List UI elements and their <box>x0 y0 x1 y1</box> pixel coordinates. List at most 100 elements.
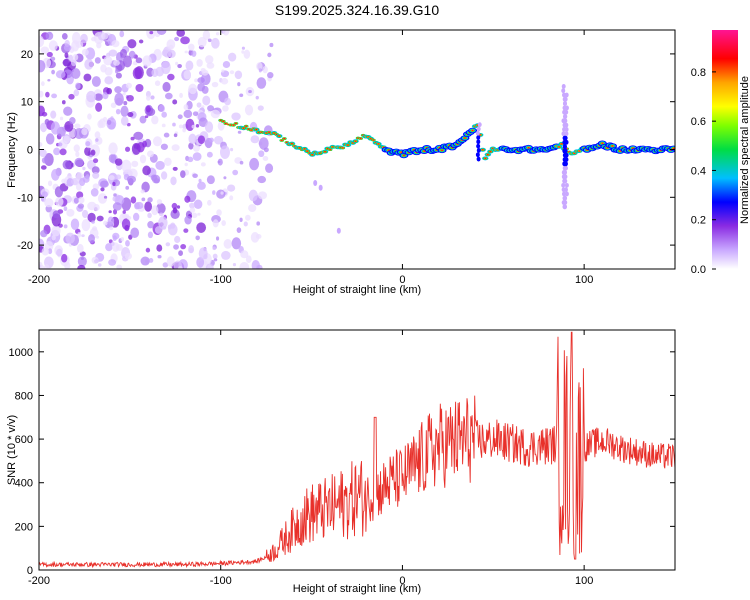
ridge-streak <box>563 204 568 210</box>
noise-blob <box>100 187 105 192</box>
noise-blob <box>183 109 193 119</box>
noise-blob <box>257 175 267 184</box>
ridge-streak <box>476 139 481 145</box>
noise-blob <box>184 50 188 54</box>
noise-blob <box>170 209 180 220</box>
noise-blob <box>156 203 166 214</box>
noise-blob <box>113 193 117 197</box>
noise-blob <box>68 54 74 62</box>
noise-blob <box>197 212 201 216</box>
noise-blob <box>55 196 64 207</box>
noise-blob <box>45 31 54 41</box>
noise-blob <box>262 155 269 161</box>
noise-blob <box>142 55 152 67</box>
noise-blob <box>206 175 215 185</box>
noise-blob <box>197 135 206 144</box>
noise-blob <box>114 158 123 166</box>
noise-blob <box>91 220 95 224</box>
noise-blob <box>147 221 154 229</box>
noise-blob <box>41 197 45 202</box>
noise-blob <box>193 199 203 210</box>
noise-blob <box>77 256 87 267</box>
colorbar-label: Normalized spectral amplitude <box>739 76 750 224</box>
noise-blob <box>239 93 244 98</box>
noise-blob <box>207 199 212 206</box>
noise-blob <box>160 143 168 150</box>
noise-blob <box>183 70 192 80</box>
noise-blob <box>219 145 230 160</box>
noise-blob <box>221 220 226 227</box>
noise-blob <box>161 123 166 128</box>
noise-blob <box>240 250 249 259</box>
ridge-streak <box>563 200 568 205</box>
noise-blob <box>151 205 159 216</box>
noise-blob <box>195 235 200 241</box>
noise-blob <box>192 144 200 152</box>
ridge-blob <box>224 122 227 125</box>
noise-blob <box>161 225 167 230</box>
ridge-streak <box>564 122 569 128</box>
ridge-blob <box>234 122 238 125</box>
noise-blob <box>140 189 145 194</box>
noise-blob <box>97 120 104 129</box>
noise-blob <box>71 68 81 79</box>
noise-blob <box>167 73 175 81</box>
colorbar: 0.0 0.2 0.4 0.6 0.8 Normalized spectral ampl… <box>691 30 750 276</box>
noise-blob <box>180 170 186 178</box>
noise-blob <box>97 193 108 204</box>
noise-blob <box>318 184 323 191</box>
noise-blob <box>144 115 149 119</box>
noise-blob <box>154 80 161 87</box>
noise-blob <box>267 71 274 79</box>
noise-blob <box>191 50 197 57</box>
spectrogram-y-tick-label: 10 <box>21 97 33 109</box>
ridge-blob <box>280 139 283 142</box>
noise-blob <box>71 31 81 45</box>
ridge-blob <box>471 129 474 132</box>
noise-blob <box>237 82 241 87</box>
noise-blob <box>313 179 318 186</box>
noise-blob <box>194 78 199 83</box>
noise-blob <box>47 79 51 82</box>
ridge-streak <box>476 156 481 162</box>
spectrogram-x-tick-label: 0 <box>399 274 405 286</box>
noise-blob <box>237 130 242 134</box>
noise-blob <box>206 151 213 158</box>
ridge-streak <box>476 143 481 149</box>
noise-blob <box>212 246 216 251</box>
ridge-streak <box>563 114 568 119</box>
noise-blob <box>110 102 117 109</box>
noise-blob <box>79 177 86 186</box>
noise-blob <box>81 127 88 136</box>
noise-blob <box>39 105 45 117</box>
noise-blob <box>164 157 172 166</box>
ridge-blob <box>303 148 306 150</box>
snr-x-tick-label: -200 <box>28 575 50 587</box>
noise-blob <box>255 95 259 100</box>
noise-blob <box>97 263 102 267</box>
noise-blob <box>201 105 205 109</box>
noise-blob <box>102 92 109 100</box>
noise-blob <box>81 234 85 238</box>
noise-blob <box>239 217 243 223</box>
ridge-blob <box>222 120 225 122</box>
noise-blob <box>95 102 103 112</box>
noise-blob <box>121 159 132 173</box>
noise-blob <box>158 212 164 217</box>
noise-blob <box>39 149 47 158</box>
noise-blob <box>197 77 205 84</box>
noise-blob <box>161 60 171 75</box>
ridge-streak <box>563 187 568 193</box>
noise-blob <box>51 93 58 99</box>
noise-blob <box>165 242 171 247</box>
noise-blob <box>236 227 242 233</box>
noise-blob <box>151 68 159 78</box>
noise-blob <box>130 227 140 238</box>
noise-blob <box>156 199 163 205</box>
noise-blob <box>173 244 179 250</box>
noise-blob <box>211 37 220 49</box>
noise-blob <box>40 46 50 54</box>
noise-blob <box>196 257 205 268</box>
noise-blob <box>160 171 168 180</box>
